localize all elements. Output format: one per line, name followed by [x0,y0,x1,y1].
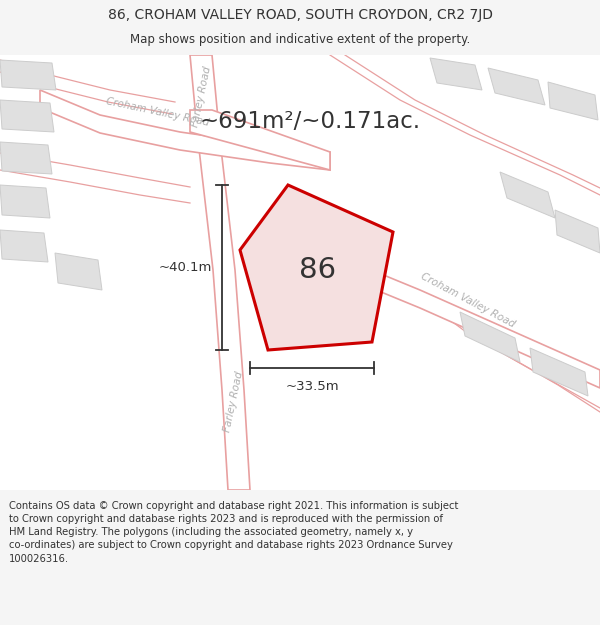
Text: Farley Road: Farley Road [223,371,245,433]
Polygon shape [55,253,102,290]
Polygon shape [430,58,482,90]
Text: Map shows position and indicative extent of the property.: Map shows position and indicative extent… [130,33,470,46]
Polygon shape [0,185,50,218]
Polygon shape [240,185,393,350]
Polygon shape [530,348,588,396]
Text: ~40.1m: ~40.1m [158,261,212,274]
Polygon shape [0,60,56,90]
Polygon shape [190,55,250,490]
Text: Farley Road: Farley Road [191,66,214,128]
Polygon shape [265,225,600,388]
Text: Contains OS data © Crown copyright and database right 2021. This information is : Contains OS data © Crown copyright and d… [9,501,458,564]
Polygon shape [555,210,600,253]
Text: ~33.5m: ~33.5m [285,380,339,393]
Polygon shape [40,90,330,170]
Text: 86, CROHAM VALLEY ROAD, SOUTH CROYDON, CR2 7JD: 86, CROHAM VALLEY ROAD, SOUTH CROYDON, C… [107,8,493,22]
Polygon shape [0,142,52,174]
Text: ~691m²/~0.171ac.: ~691m²/~0.171ac. [199,111,421,134]
Polygon shape [488,68,545,105]
Polygon shape [500,172,555,218]
Polygon shape [0,230,48,262]
Polygon shape [460,312,520,362]
Text: Croham Valley Road: Croham Valley Road [106,96,211,128]
Polygon shape [190,110,330,170]
Polygon shape [548,82,598,120]
Text: Croham Valley Road: Croham Valley Road [419,271,517,329]
Polygon shape [0,100,54,132]
Text: 86: 86 [299,256,337,284]
